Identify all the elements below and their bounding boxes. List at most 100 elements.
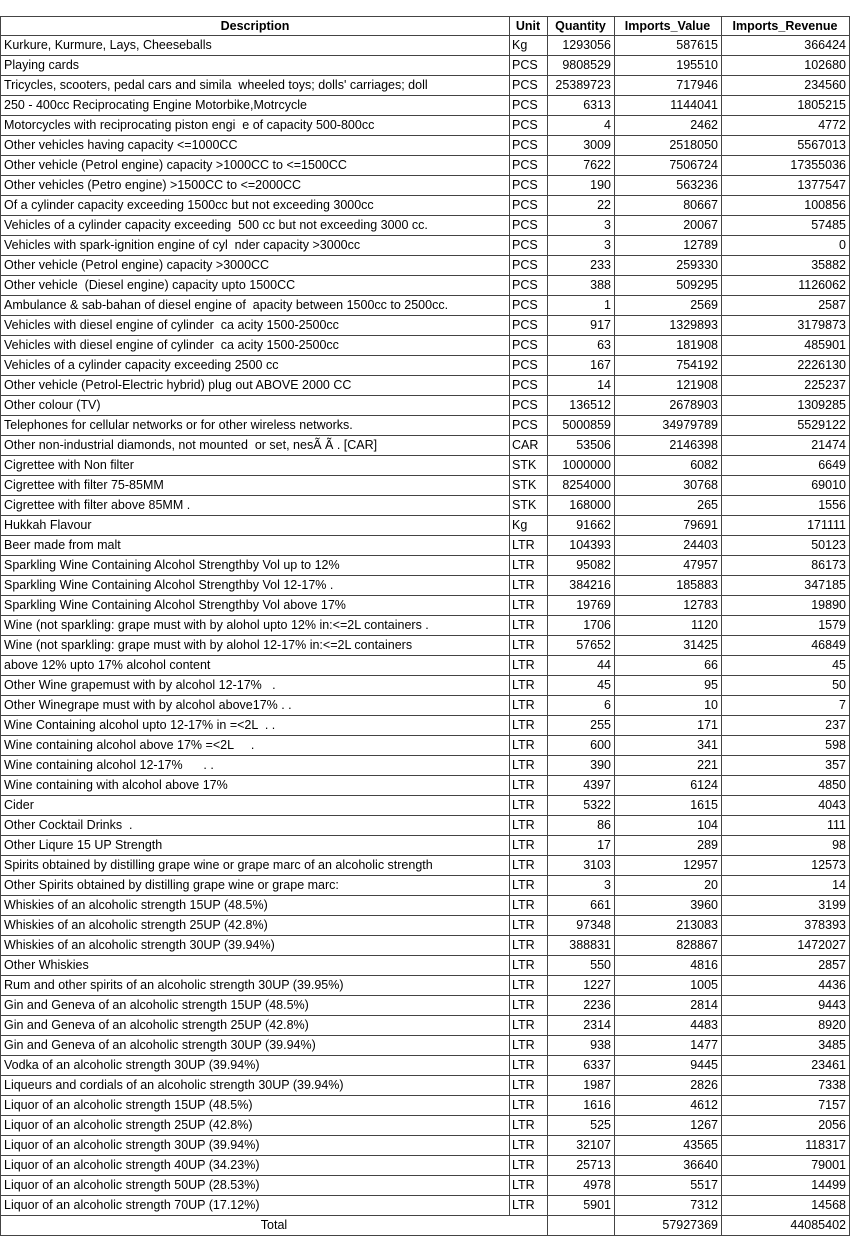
number-cell: 6313 [547, 96, 615, 116]
number-cell: 69010 [721, 476, 850, 496]
number-cell: 2857 [721, 956, 850, 976]
number-cell: 6649 [721, 456, 850, 476]
number-cell: 8920 [721, 1016, 850, 1036]
number-cell: 14 [721, 876, 850, 896]
number-cell: 19890 [721, 596, 850, 616]
number-cell: 86173 [721, 556, 850, 576]
number-cell: 213083 [614, 916, 722, 936]
number-cell: 1120 [614, 616, 722, 636]
column-header: Quantity [547, 16, 615, 36]
number-cell: 4483 [614, 1016, 722, 1036]
number-cell: 509295 [614, 276, 722, 296]
number-cell: 20067 [614, 216, 722, 236]
number-cell: 57652 [547, 636, 615, 656]
number-cell: 86 [547, 816, 615, 836]
description-cell: Liquor of an alcoholic strength 15UP (48… [0, 1096, 510, 1116]
unit-cell: LTR [509, 1016, 548, 1036]
column-header: Unit [509, 16, 548, 36]
description-cell: Other Cocktail Drinks . [0, 816, 510, 836]
number-cell: 1477 [614, 1036, 722, 1056]
number-cell: 25713 [547, 1156, 615, 1176]
number-cell: 1000000 [547, 456, 615, 476]
unit-cell: LTR [509, 1196, 548, 1216]
number-cell: 1005 [614, 976, 722, 996]
number-cell: 550 [547, 956, 615, 976]
number-cell: 1144041 [614, 96, 722, 116]
description-cell: Cigrettee with Non filter [0, 456, 510, 476]
unit-cell: LTR [509, 1116, 548, 1136]
number-cell: 136512 [547, 396, 615, 416]
unit-cell: PCS [509, 216, 548, 236]
number-cell: 3 [547, 236, 615, 256]
number-cell: 181908 [614, 336, 722, 356]
number-cell: 14499 [721, 1176, 850, 1196]
number-cell: 79691 [614, 516, 722, 536]
total-label: Total [0, 1216, 548, 1236]
description-cell: Other non-industrial diamonds, not mount… [0, 436, 510, 456]
number-cell: 63 [547, 336, 615, 356]
description-cell: Tricycles, scooters, pedal cars and simi… [0, 76, 510, 96]
number-cell: 4436 [721, 976, 850, 996]
unit-cell: PCS [509, 256, 548, 276]
description-cell: 250 - 400cc Reciprocating Engine Motorbi… [0, 96, 510, 116]
number-cell: 10 [614, 696, 722, 716]
number-cell: 1987 [547, 1076, 615, 1096]
number-cell: 828867 [614, 936, 722, 956]
unit-cell: STK [509, 496, 548, 516]
number-cell: 102680 [721, 56, 850, 76]
number-cell: 717946 [614, 76, 722, 96]
column-header: Description [0, 16, 510, 36]
unit-cell: PCS [509, 196, 548, 216]
number-cell: 97348 [547, 916, 615, 936]
description-cell: Other vehicle (Diesel engine) capacity u… [0, 276, 510, 296]
number-cell: 45 [547, 676, 615, 696]
number-cell: 587615 [614, 36, 722, 56]
number-cell: 50 [721, 676, 850, 696]
number-cell: 104393 [547, 536, 615, 556]
number-cell: 5567013 [721, 136, 850, 156]
unit-cell: LTR [509, 796, 548, 816]
description-cell: Gin and Geneva of an alcoholic strength … [0, 996, 510, 1016]
description-cell: Other Liqure 15 UP Strength [0, 836, 510, 856]
description-cell: Cider [0, 796, 510, 816]
number-cell: 30768 [614, 476, 722, 496]
unit-cell: PCS [509, 376, 548, 396]
number-cell: 66 [614, 656, 722, 676]
unit-cell: PCS [509, 156, 548, 176]
number-cell: 2678903 [614, 396, 722, 416]
unit-cell: LTR [509, 616, 548, 636]
number-cell: 3103 [547, 856, 615, 876]
number-cell: 4 [547, 116, 615, 136]
description-cell: Liquor of an alcoholic strength 40UP (34… [0, 1156, 510, 1176]
description-cell: Other Winegrape must with by alcohol abo… [0, 696, 510, 716]
number-cell: 289 [614, 836, 722, 856]
number-cell: 4612 [614, 1096, 722, 1116]
number-cell: 6124 [614, 776, 722, 796]
unit-cell: PCS [509, 176, 548, 196]
number-cell: 366424 [721, 36, 850, 56]
unit-cell: PCS [509, 76, 548, 96]
description-cell: Spirits obtained by distilling grape win… [0, 856, 510, 876]
unit-cell: PCS [509, 416, 548, 436]
number-cell: 47957 [614, 556, 722, 576]
number-cell: 1329893 [614, 316, 722, 336]
unit-cell: LTR [509, 876, 548, 896]
number-cell: 6082 [614, 456, 722, 476]
number-cell: 5000859 [547, 416, 615, 436]
description-cell: Other vehicles (Petro engine) >1500CC to… [0, 176, 510, 196]
number-cell: 6337 [547, 1056, 615, 1076]
unit-cell: LTR [509, 1156, 548, 1176]
number-cell: 1472027 [721, 936, 850, 956]
number-cell: 7338 [721, 1076, 850, 1096]
number-cell: 20 [614, 876, 722, 896]
number-cell: 4043 [721, 796, 850, 816]
number-cell: 12957 [614, 856, 722, 876]
description-cell: Sparkling Wine Containing Alcohol Streng… [0, 596, 510, 616]
number-cell: 45 [721, 656, 850, 676]
number-cell: 5517 [614, 1176, 722, 1196]
number-cell: 1126062 [721, 276, 850, 296]
number-cell: 118317 [721, 1136, 850, 1156]
description-cell: Beer made from malt [0, 536, 510, 556]
unit-cell: LTR [509, 556, 548, 576]
